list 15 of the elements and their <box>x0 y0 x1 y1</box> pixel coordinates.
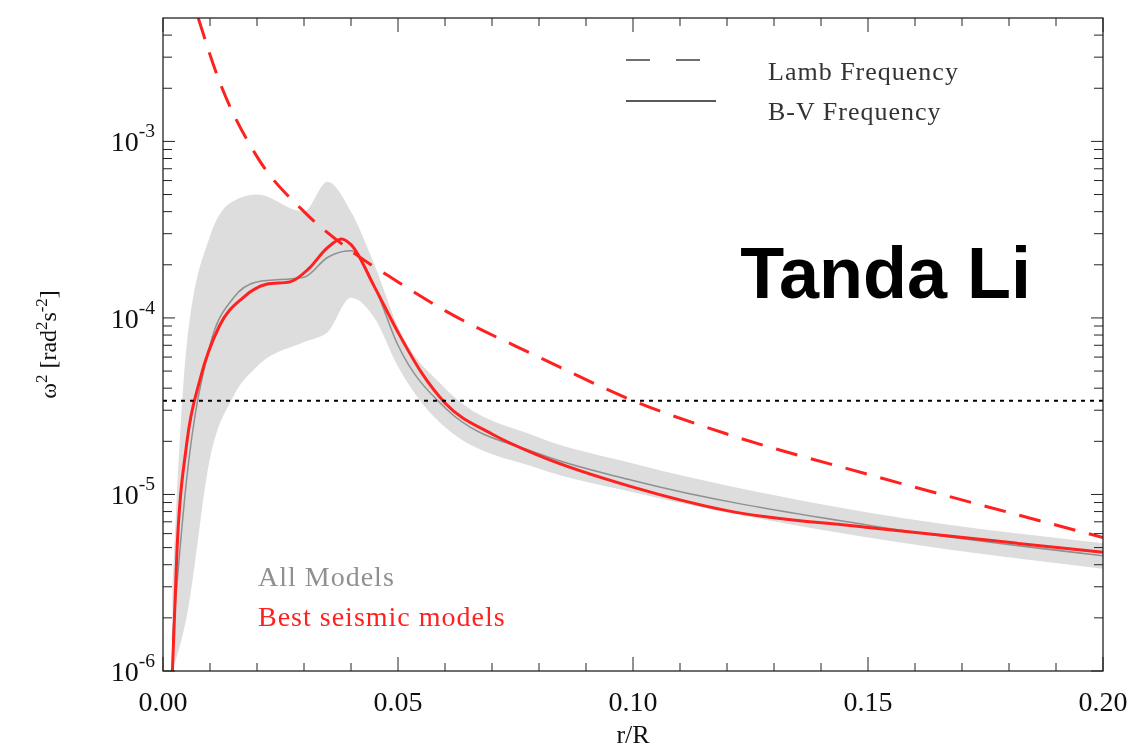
x-tick-label: 0.00 <box>138 686 188 717</box>
y-tick-label: 10$^{-6}$ <box>110 650 156 687</box>
x-tick-label: 0.15 <box>843 686 893 717</box>
annotation: B-V Frequency <box>768 97 942 126</box>
text: Best seismic models <box>258 601 506 632</box>
y-tick-label: 10$^{-5}$ <box>110 473 156 510</box>
x-axis-title: r/R <box>616 720 651 749</box>
x-tick-label: 0.10 <box>608 686 658 717</box>
x-tick-label: 0.20 <box>1078 686 1128 717</box>
x-tick-label: 0.05 <box>373 686 423 717</box>
text: All Models <box>258 561 395 592</box>
annotation: Lamb Frequency <box>768 57 959 86</box>
y-tick-label: 10$^{-3}$ <box>110 120 156 157</box>
annotation: Tanda Li <box>740 233 1031 313</box>
y-tick-label: 10$^{-4}$ <box>110 296 156 334</box>
